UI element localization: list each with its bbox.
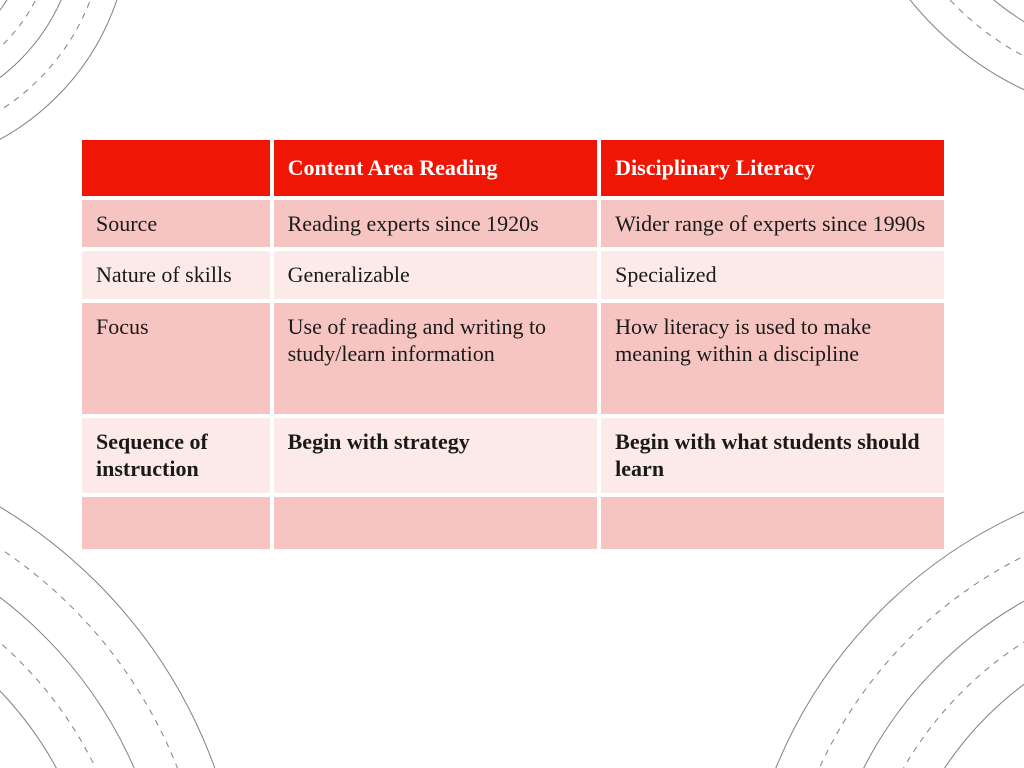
table-row: SourceReading experts since 1920sWider r… [82,198,944,250]
header-blank [82,140,272,198]
table-cell: Begin with strategy [272,416,600,495]
table-cell: How literacy is used to make meaning wit… [599,301,944,416]
table-cell: Focus [82,301,272,416]
header-content-area: Content Area Reading [272,140,600,198]
table-cell: Sequence of instruction [82,416,272,495]
table-cell: Reading experts since 1920s [272,198,600,250]
table-row: Nature of skillsGeneralizableSpecialized [82,249,944,301]
table-cell: Use of reading and writing to study/lear… [272,301,600,416]
table-row: FocusUse of reading and writing to study… [82,301,944,416]
table-header-row: Content Area Reading Disciplinary Litera… [82,140,944,198]
table-cell: Specialized [599,249,944,301]
table-cell [599,495,944,549]
table-cell: Source [82,198,272,250]
table-cell [272,495,600,549]
table-cell: Begin with what students should learn [599,416,944,495]
comparison-table: Content Area Reading Disciplinary Litera… [82,140,944,549]
table-row: Sequence of instructionBegin with strate… [82,416,944,495]
table-cell: Nature of skills [82,249,272,301]
table-cell: Generalizable [272,249,600,301]
table-row [82,495,944,549]
table-cell: Wider range of experts since 1990s [599,198,944,250]
header-disciplinary: Disciplinary Literacy [599,140,944,198]
table-cell [82,495,272,549]
